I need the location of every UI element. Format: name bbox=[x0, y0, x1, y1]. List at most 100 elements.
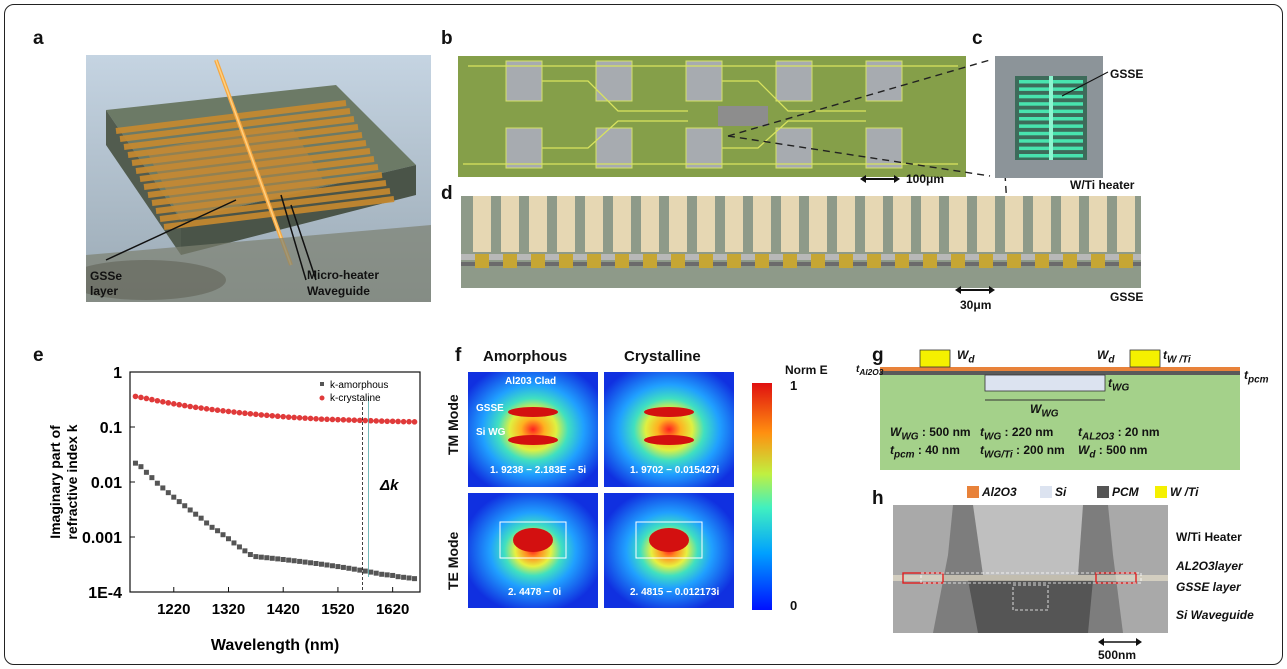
point-crystaline bbox=[193, 405, 199, 411]
label-d-gsse: GSSE bbox=[1110, 290, 1143, 304]
point-amorphous bbox=[138, 464, 143, 469]
point-amorphous bbox=[226, 536, 231, 541]
scale-bar-h bbox=[1098, 636, 1142, 648]
y-tick-label: 0.001 bbox=[82, 530, 122, 547]
point-crystaline bbox=[362, 418, 368, 424]
legend-swatch bbox=[1155, 486, 1167, 498]
point-crystaline bbox=[275, 413, 281, 419]
point-amorphous bbox=[264, 555, 269, 560]
legend-label: PCM bbox=[1112, 485, 1139, 499]
legend-label: Al2O3 bbox=[982, 485, 1017, 499]
x-tick-label: 1320 bbox=[212, 601, 245, 618]
g-param: tWG : 220 nm bbox=[980, 425, 1053, 442]
point-crystaline bbox=[412, 419, 418, 425]
point-crystaline bbox=[390, 418, 396, 424]
point-crystaline bbox=[242, 410, 248, 416]
point-amorphous bbox=[303, 560, 308, 565]
point-crystaline bbox=[330, 417, 336, 423]
point-amorphous bbox=[188, 507, 193, 512]
point-amorphous bbox=[319, 562, 324, 567]
annotation-delta-k: Δk bbox=[379, 477, 399, 494]
point-amorphous bbox=[155, 481, 160, 486]
y-tick-label: 1E-4 bbox=[88, 585, 122, 602]
point-crystaline bbox=[259, 412, 265, 418]
scale-label-h: 500nm bbox=[1098, 648, 1136, 662]
point-crystaline bbox=[204, 406, 210, 412]
point-crystaline bbox=[209, 407, 215, 413]
neff-tm-amorphous: 1. 9238 − 2.183E − 5i bbox=[490, 465, 586, 476]
point-amorphous bbox=[292, 558, 297, 563]
point-amorphous bbox=[177, 499, 182, 504]
point-amorphous bbox=[341, 565, 346, 570]
point-crystaline bbox=[291, 415, 297, 421]
label-gsse-line2: layer bbox=[90, 284, 118, 298]
point-amorphous bbox=[324, 562, 329, 567]
point-crystaline bbox=[171, 401, 177, 407]
label-waveguide: Waveguide bbox=[307, 284, 370, 298]
point-crystaline bbox=[324, 417, 330, 423]
g-label-twg: tWG bbox=[1108, 376, 1129, 393]
legend-label: W /Ti bbox=[1170, 485, 1198, 499]
colorbar-min: 0 bbox=[790, 598, 797, 613]
legend-label: Si bbox=[1055, 485, 1066, 499]
point-amorphous bbox=[379, 572, 384, 577]
point-crystaline bbox=[302, 415, 308, 421]
point-amorphous bbox=[270, 556, 275, 561]
point-amorphous bbox=[314, 561, 319, 566]
chart-ylabel-line1: Imaginary part of bbox=[47, 425, 63, 539]
chart-xlabel: Wavelength (nm) bbox=[211, 637, 339, 654]
point-amorphous bbox=[297, 559, 302, 564]
point-crystaline bbox=[149, 397, 155, 403]
point-crystaline bbox=[384, 418, 390, 424]
h-label-al2o3: AL2O3layer bbox=[1176, 559, 1243, 573]
neff-te-crystalline: 2. 4815 − 0.012173i bbox=[630, 587, 719, 598]
label-c-heater: W/Ti heater bbox=[1070, 178, 1134, 192]
point-amorphous bbox=[363, 569, 368, 574]
point-amorphous bbox=[330, 563, 335, 568]
neff-tm-crystalline: 1. 9702 − 0.015427i bbox=[630, 465, 719, 476]
y-tick-label: 0.01 bbox=[91, 475, 122, 492]
point-crystaline bbox=[264, 413, 270, 419]
point-amorphous bbox=[346, 566, 351, 571]
point-crystaline bbox=[308, 416, 314, 422]
point-crystaline bbox=[357, 418, 363, 424]
y-tick-label: 0.1 bbox=[100, 420, 122, 437]
point-amorphous bbox=[215, 528, 220, 533]
point-amorphous bbox=[133, 461, 138, 466]
point-crystaline bbox=[352, 417, 358, 423]
point-crystaline bbox=[269, 413, 275, 419]
point-amorphous bbox=[160, 485, 165, 490]
point-crystaline bbox=[237, 410, 243, 416]
g-label-wd-right: Wd bbox=[1097, 348, 1114, 365]
point-amorphous bbox=[149, 475, 154, 480]
chart-legend: k-amorphous k-crystaline bbox=[320, 380, 389, 404]
point-crystaline bbox=[166, 400, 172, 406]
point-crystaline bbox=[187, 404, 193, 410]
point-amorphous bbox=[204, 520, 209, 525]
g-param: Wd : 500 nm bbox=[1078, 443, 1147, 460]
neff-te-amorphous: 2. 4478 − 0i bbox=[508, 587, 561, 598]
point-crystaline bbox=[286, 414, 292, 420]
point-crystaline bbox=[406, 419, 412, 425]
device-3d-render bbox=[86, 55, 431, 302]
x-tick-label: 1220 bbox=[157, 601, 190, 618]
point-crystaline bbox=[319, 416, 325, 422]
col-crystalline: Crystalline bbox=[624, 348, 701, 365]
colorbar-title: Norm E bbox=[785, 363, 828, 377]
point-crystaline bbox=[215, 407, 221, 413]
g-param: tAL2O3 : 20 nm bbox=[1078, 425, 1160, 442]
point-crystaline bbox=[144, 396, 150, 402]
panel-label-h: h bbox=[872, 488, 884, 510]
point-crystaline bbox=[133, 394, 139, 400]
point-amorphous bbox=[412, 576, 417, 581]
point-crystaline bbox=[335, 417, 341, 423]
point-amorphous bbox=[401, 575, 406, 580]
g-label-wwg: WWG bbox=[1030, 402, 1059, 419]
point-crystaline bbox=[313, 416, 319, 422]
colorbar-max: 1 bbox=[790, 378, 797, 393]
x-tick-label: 1620 bbox=[376, 601, 409, 618]
point-crystaline bbox=[176, 402, 182, 408]
point-amorphous bbox=[171, 495, 176, 500]
legend-swatch bbox=[1097, 486, 1109, 498]
x-tick-label: 1420 bbox=[267, 601, 300, 618]
